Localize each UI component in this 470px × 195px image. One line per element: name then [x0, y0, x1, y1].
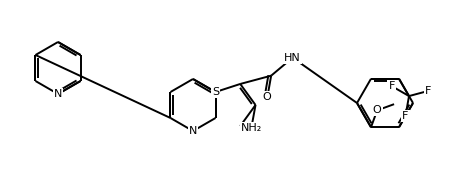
Text: S: S	[212, 87, 219, 97]
Text: HN: HN	[284, 53, 301, 63]
Text: O: O	[373, 105, 382, 115]
Text: F: F	[425, 86, 431, 96]
Text: N: N	[54, 89, 62, 99]
Text: NH₂: NH₂	[241, 123, 262, 133]
Text: O: O	[262, 92, 271, 102]
Text: F: F	[402, 111, 409, 121]
Text: N: N	[189, 126, 197, 136]
Text: F: F	[389, 81, 395, 91]
